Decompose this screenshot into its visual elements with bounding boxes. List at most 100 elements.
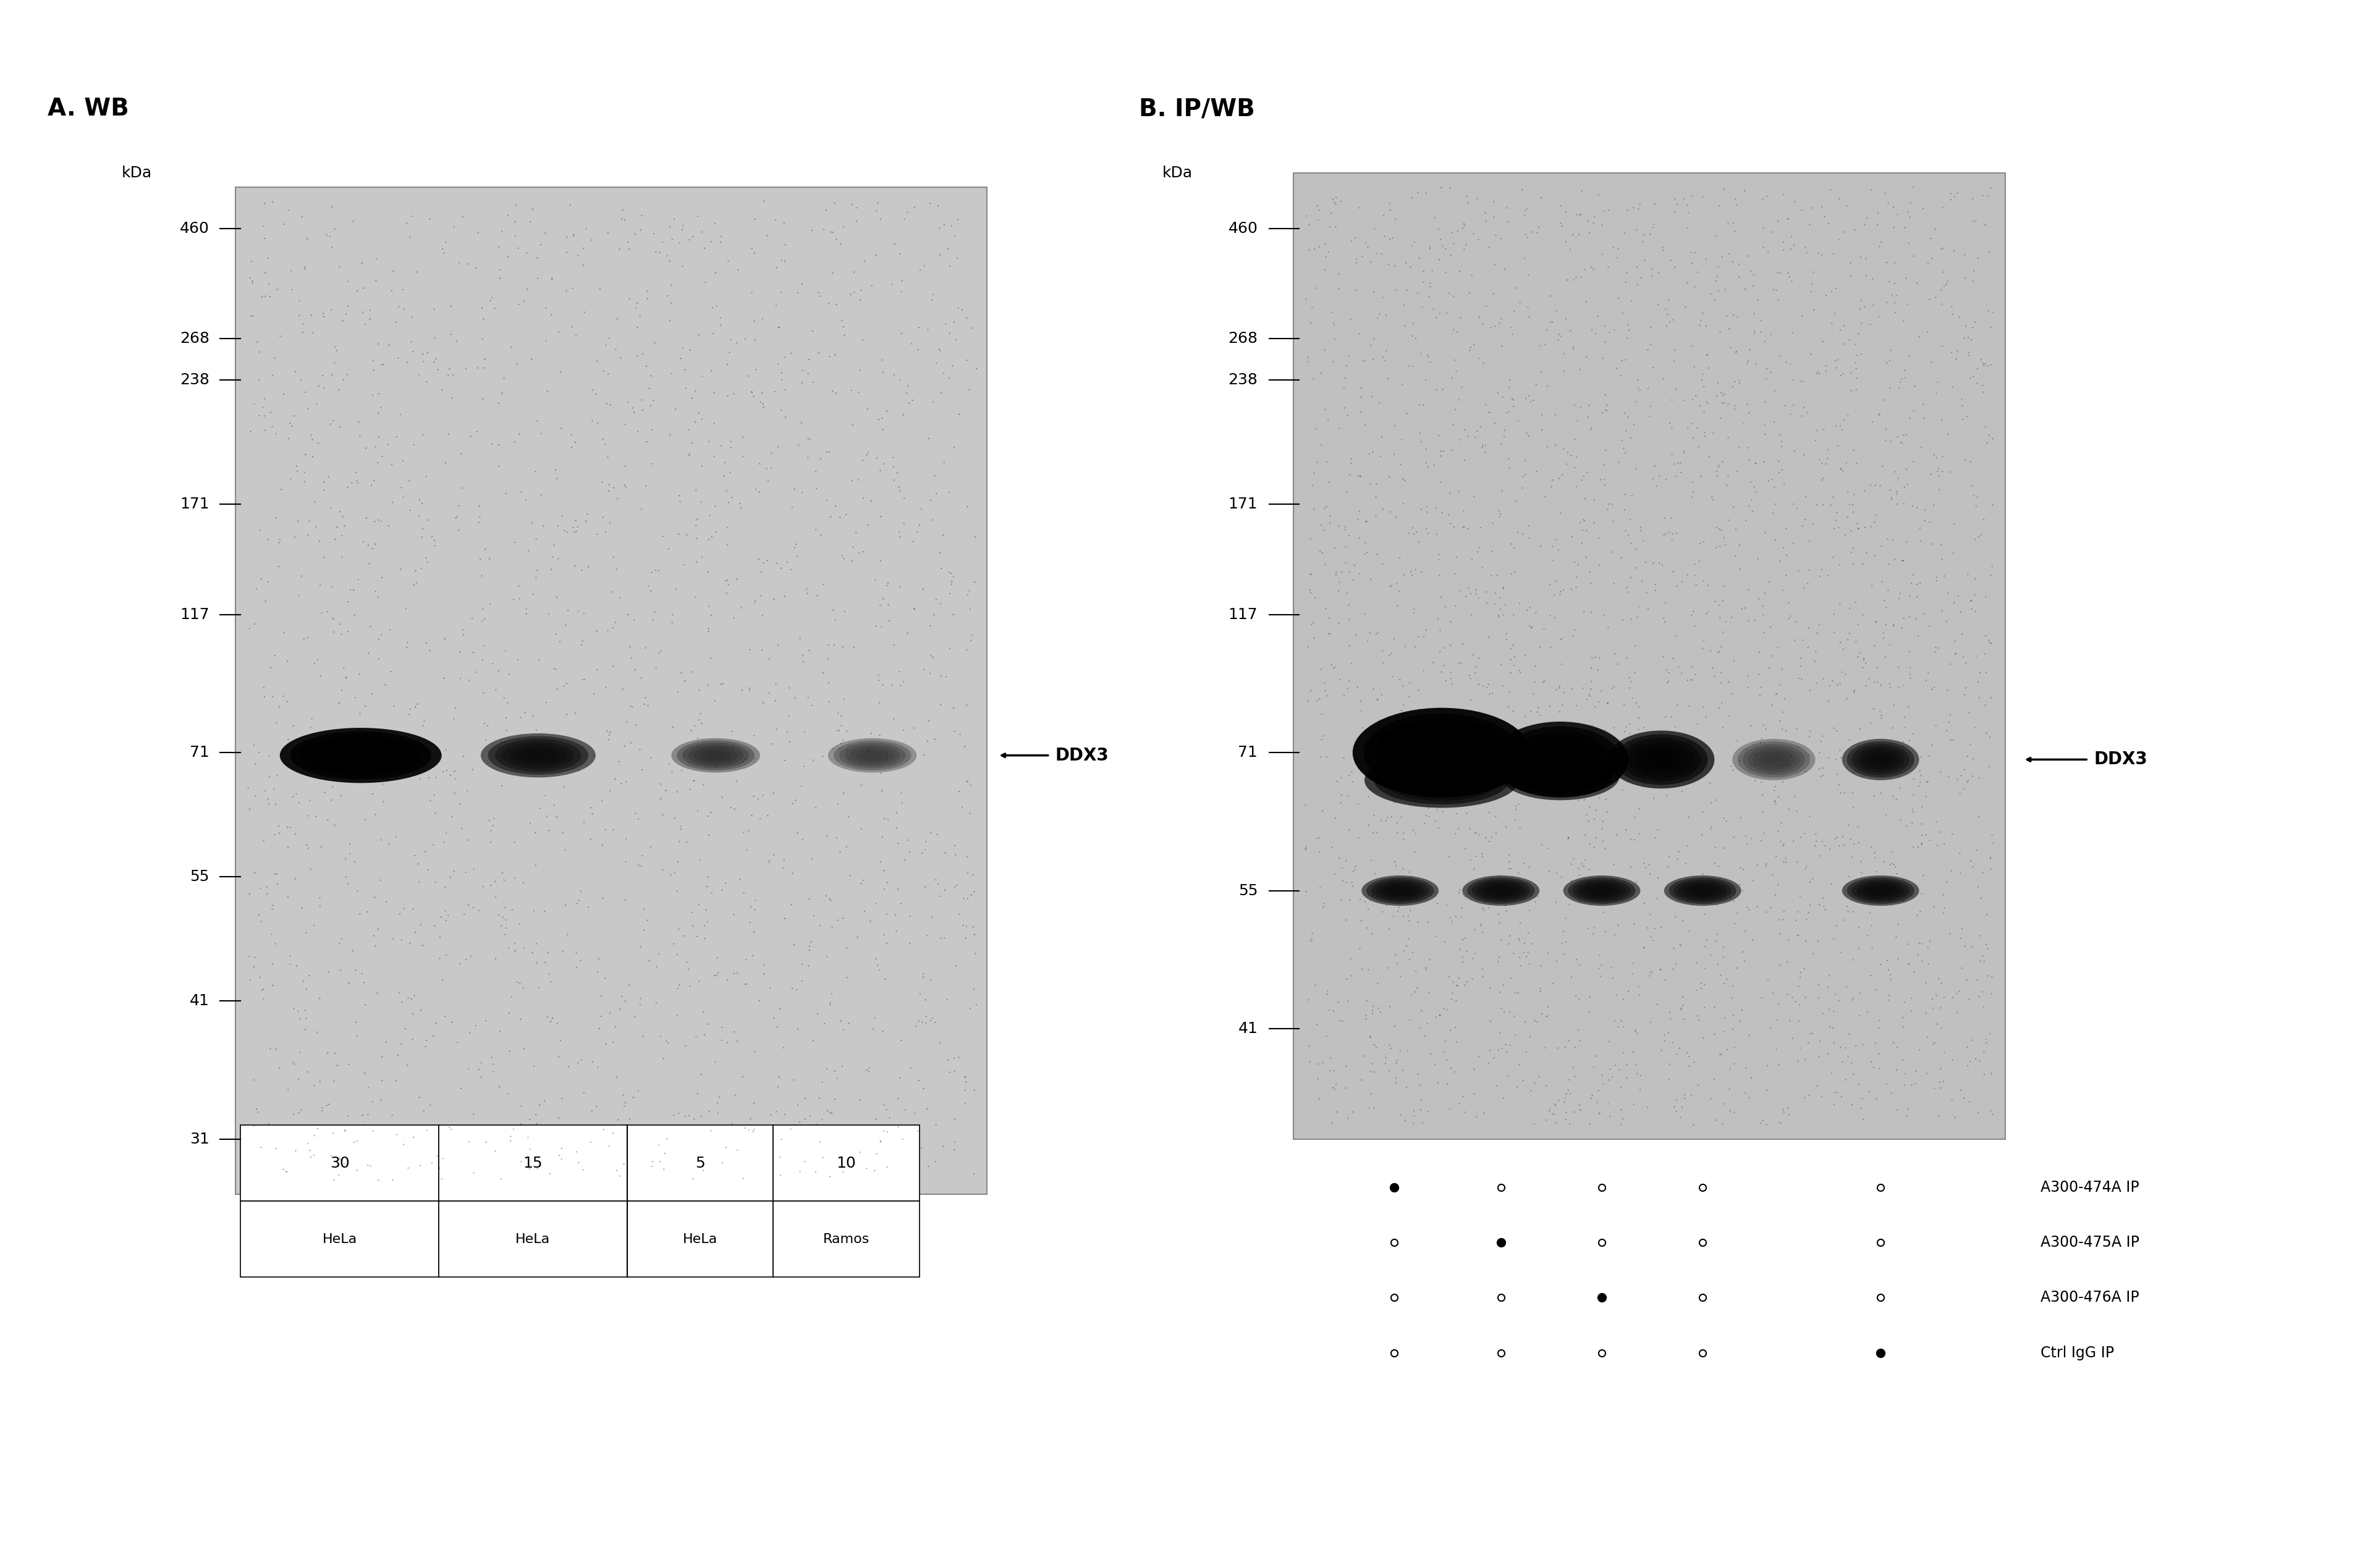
Point [1440,478,1478,503]
Point [494,1116,532,1142]
Point [1656,624,1694,649]
Point [316,334,354,359]
Point [1391,684,1429,709]
Point [1903,949,1941,974]
Point [1782,964,1820,989]
Point [411,765,448,790]
Point [256,345,294,370]
Point [1488,621,1526,646]
Point [1497,1074,1535,1099]
Point [1694,655,1732,681]
Point [1803,243,1841,268]
Point [947,1077,985,1102]
Point [1701,633,1739,659]
Point [1343,375,1381,400]
Point [676,585,714,610]
Point [510,1137,548,1162]
Point [572,227,610,252]
Point [880,367,918,392]
Point [1822,456,1860,481]
Point [1585,452,1623,477]
Text: Ctrl IgG IP: Ctrl IgG IP [2041,1345,2114,1361]
Point [878,800,916,825]
Point [1583,467,1621,492]
Point [1673,1082,1711,1107]
Point [714,381,752,406]
Point [1576,321,1614,347]
Point [1300,234,1338,259]
Point [1877,299,1915,325]
Point [925,450,963,475]
Point [1720,557,1758,582]
Point [750,646,788,671]
Text: HeLa: HeLa [323,1232,358,1245]
Point [1739,586,1777,612]
Point [517,853,555,878]
Point [1818,718,1856,743]
Point [1621,797,1659,822]
Point [460,1057,498,1082]
Point [643,771,681,797]
Point [899,1008,937,1033]
Point [1827,522,1865,547]
Point [1383,693,1421,718]
Point [316,607,354,632]
Point [1433,1055,1471,1080]
Point [1393,185,1431,210]
Point [845,539,883,564]
Point [292,715,330,740]
Text: 171: 171 [1229,497,1258,511]
Point [1967,351,2005,376]
Point [721,596,759,621]
Point [1965,506,2003,532]
Point [1739,853,1777,878]
Point [1799,492,1837,517]
Point [1509,423,1547,448]
Point [1697,834,1735,859]
Point [1450,575,1488,601]
Point [351,550,389,575]
Point [667,358,705,383]
Point [1357,687,1395,712]
Point [591,720,629,745]
Point [1455,1057,1493,1082]
Point [740,547,778,572]
Point [1775,367,1813,392]
Point [294,426,332,452]
Point [1519,215,1557,240]
Point [1730,436,1768,461]
Point [947,637,985,662]
Point [1811,745,1849,770]
Point [392,931,430,956]
Point [1402,728,1440,753]
Point [1666,851,1704,877]
Point [1837,590,1875,615]
Point [392,696,430,721]
Point [1879,674,1917,699]
Ellipse shape [1526,740,1595,779]
Point [1972,964,2010,989]
Point [1932,858,1970,883]
Point [1528,941,1566,966]
Point [280,303,318,328]
Point [1633,315,1671,340]
Point [1459,347,1497,372]
Point [1450,753,1488,778]
Point [947,925,985,950]
Point [636,599,674,624]
Point [693,1118,731,1143]
Point [1685,800,1723,825]
Point [899,1068,937,1093]
Point [1706,525,1744,550]
Point [821,1008,859,1033]
Point [1542,693,1580,718]
Point [1552,524,1590,549]
Point [918,351,956,376]
Point [698,1090,736,1115]
Bar [240,1126,439,1201]
Point [1806,833,1844,858]
Point [935,875,973,900]
Point [1682,971,1720,996]
Point [878,919,916,944]
Point [1626,223,1663,248]
